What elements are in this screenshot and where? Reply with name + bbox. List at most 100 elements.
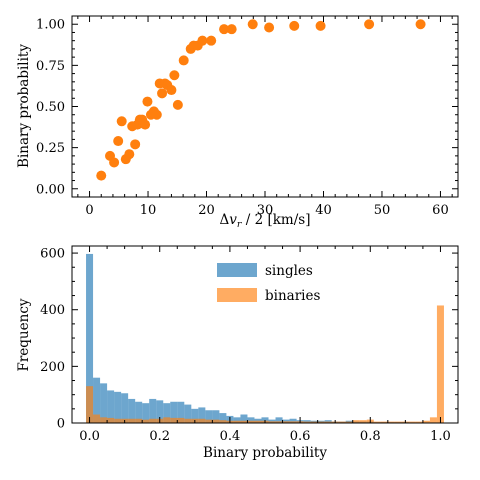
histogram-x-tick-label: 1.0 (430, 429, 451, 444)
histogram-bar-binaries (170, 417, 178, 423)
histogram-bar-singles (268, 419, 276, 423)
histogram-bar-binaries (114, 418, 122, 423)
histogram-bar-binaries (394, 421, 402, 423)
histogram-x-axis-title: Binary probability (203, 445, 327, 461)
histogram-bar-binaries (254, 420, 262, 423)
histogram-bar-singles (184, 404, 192, 423)
histogram-bar-binaries (128, 418, 136, 423)
scatter-point (415, 19, 426, 30)
histogram-bar-binaries (387, 421, 395, 423)
scatter-x-tick-label: 40 (315, 203, 332, 218)
histogram-bar-binaries (352, 420, 360, 423)
histogram-bar-singles (135, 401, 143, 423)
scatter-x-axis-title: Δvr / 2 [km/s] (220, 212, 311, 230)
scatter-point (140, 119, 151, 130)
histogram-bar-binaries (373, 421, 381, 423)
scatter-y-tick-label: 0.25 (36, 141, 65, 156)
histogram-bar-binaries (436, 305, 444, 423)
histogram-panel: 0.0 0.2 0.4 0.6 0.8 1.0 0 200 400 600 singles bin… (16, 245, 459, 461)
histogram-y-tick-label: 0 (57, 417, 65, 432)
histogram-bars (86, 253, 444, 423)
scatter-x-tick-label: 60 (432, 203, 449, 218)
legend-swatch-binaries (217, 288, 257, 302)
histogram-x-tick-label: 0.8 (360, 429, 381, 444)
scatter-point (247, 19, 258, 30)
histogram-bar-binaries (408, 421, 416, 423)
histogram-bar-singles (191, 408, 199, 423)
scatter-x-tick-label: 30 (257, 203, 274, 218)
scatter-y-tick-label: 0.50 (36, 100, 65, 115)
legend-swatch-singles (217, 263, 257, 277)
scatter-point (219, 24, 230, 35)
histogram-bar-binaries (93, 414, 101, 423)
histogram-bar-binaries (429, 417, 437, 423)
scatter-point (172, 99, 183, 110)
scatter-x-tick-label: 0 (85, 203, 93, 218)
histogram-bar-binaries (149, 418, 157, 423)
scatter-point (109, 157, 120, 168)
histogram-bar-singles (324, 420, 332, 423)
scatter-point (169, 70, 180, 81)
scatter-point (315, 20, 326, 31)
histogram-bar-binaries (240, 420, 248, 423)
scatter-point (116, 116, 127, 127)
histogram-bar-binaries (275, 421, 283, 423)
histogram-bar-binaries (415, 421, 423, 423)
histogram-y-axis-title: Frequency (16, 298, 32, 371)
histogram-bar-binaries (107, 417, 115, 423)
histogram-bar-binaries (422, 420, 430, 423)
histogram-bar-singles (121, 393, 129, 423)
scatter-point (166, 85, 177, 96)
histogram-bar-binaries (86, 386, 94, 423)
scatter-point (206, 35, 217, 46)
histogram-bar-binaries (282, 421, 290, 423)
histogram-bar-singles (93, 377, 101, 423)
histogram-bar-singles (156, 400, 164, 423)
histogram-x-tick-label: 0.4 (220, 429, 241, 444)
histogram-bar-binaries (247, 420, 255, 423)
histogram-bar-singles (198, 407, 206, 423)
legend-label-binaries: binaries (265, 288, 320, 304)
histogram-bar-singles (142, 403, 150, 423)
scatter-points (96, 19, 426, 181)
histogram-bar-singles (289, 418, 297, 423)
legend: singles binaries (217, 263, 320, 304)
scatter-y-tick-label: 1.00 (36, 18, 65, 33)
histogram-bar-binaries (324, 421, 332, 423)
scatter-point (130, 139, 141, 150)
histogram-x-tick-label: 0.6 (290, 429, 311, 444)
scatter-point (226, 24, 237, 35)
histogram-bar-singles (114, 391, 122, 423)
histogram-y-tick-label: 600 (40, 247, 65, 262)
scatter-point (197, 35, 208, 46)
histogram-bar-singles (128, 398, 136, 423)
histogram-bar-singles (170, 401, 178, 423)
histogram-bar-binaries (212, 419, 220, 423)
histogram-bar-binaries (359, 420, 367, 423)
scatter-point (142, 96, 153, 107)
scatter-point (151, 109, 162, 120)
histogram-bar-binaries (198, 418, 206, 423)
scatter-x-tick-label: 10 (140, 203, 157, 218)
histogram-bar-singles (86, 253, 94, 423)
histogram-x-tick-label: 0.2 (149, 429, 170, 444)
histogram-bar-binaries (142, 419, 150, 423)
scatter-panel: 0 10 20 30 40 50 60 0.00 0.25 0.50 0.75 1.00 Δvr / … (16, 15, 459, 230)
scatter-plot-frame (71, 15, 459, 198)
histogram-bar-singles (282, 419, 290, 423)
scatter-x-tick-label: 20 (198, 203, 215, 218)
histogram-bar-binaries (289, 421, 297, 423)
legend-label-singles: singles (265, 263, 313, 279)
histogram-bar-binaries (135, 418, 143, 423)
histogram-bar-binaries (268, 421, 276, 423)
histogram-ticks: 0.0 0.2 0.4 0.6 0.8 1.0 0 200 400 600 (40, 246, 459, 444)
histogram-bar-binaries (184, 418, 192, 423)
histogram-bar-binaries (303, 421, 311, 423)
scatter-y-tick-label: 0.75 (36, 59, 65, 74)
histogram-bar-binaries (100, 417, 108, 423)
scatter-point (157, 88, 168, 99)
scatter-x-tick-label: 50 (374, 203, 391, 218)
histogram-bar-singles (177, 401, 185, 423)
histogram-bar-singles (303, 420, 311, 423)
